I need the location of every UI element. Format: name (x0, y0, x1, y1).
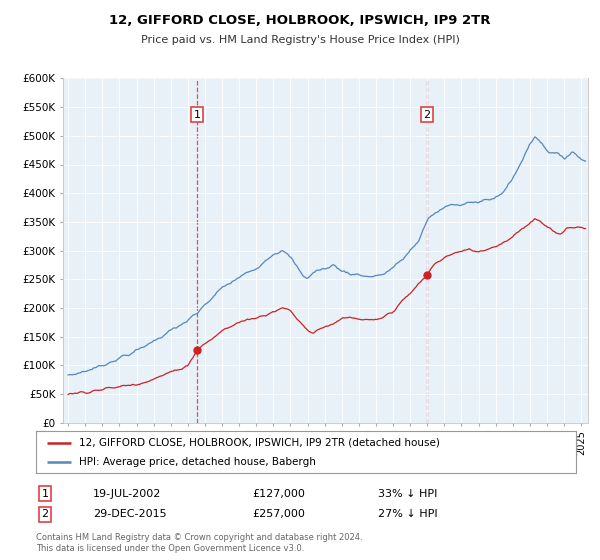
Text: 33% ↓ HPI: 33% ↓ HPI (378, 489, 437, 499)
Text: £257,000: £257,000 (252, 509, 305, 519)
Text: 2: 2 (424, 110, 431, 120)
Text: 12, GIFFORD CLOSE, HOLBROOK, IPSWICH, IP9 2TR: 12, GIFFORD CLOSE, HOLBROOK, IPSWICH, IP… (109, 14, 491, 27)
Text: 1: 1 (194, 110, 200, 120)
Text: 2: 2 (41, 509, 49, 519)
Text: 12, GIFFORD CLOSE, HOLBROOK, IPSWICH, IP9 2TR (detached house): 12, GIFFORD CLOSE, HOLBROOK, IPSWICH, IP… (79, 437, 440, 447)
Text: HPI: Average price, detached house, Babergh: HPI: Average price, detached house, Babe… (79, 457, 316, 467)
Text: 19-JUL-2002: 19-JUL-2002 (93, 489, 161, 499)
Text: 29-DEC-2015: 29-DEC-2015 (93, 509, 167, 519)
Text: Price paid vs. HM Land Registry's House Price Index (HPI): Price paid vs. HM Land Registry's House … (140, 35, 460, 45)
Text: £127,000: £127,000 (252, 489, 305, 499)
Text: 27% ↓ HPI: 27% ↓ HPI (378, 509, 437, 519)
Text: 1: 1 (41, 489, 49, 499)
Text: Contains HM Land Registry data © Crown copyright and database right 2024.
This d: Contains HM Land Registry data © Crown c… (36, 533, 362, 553)
